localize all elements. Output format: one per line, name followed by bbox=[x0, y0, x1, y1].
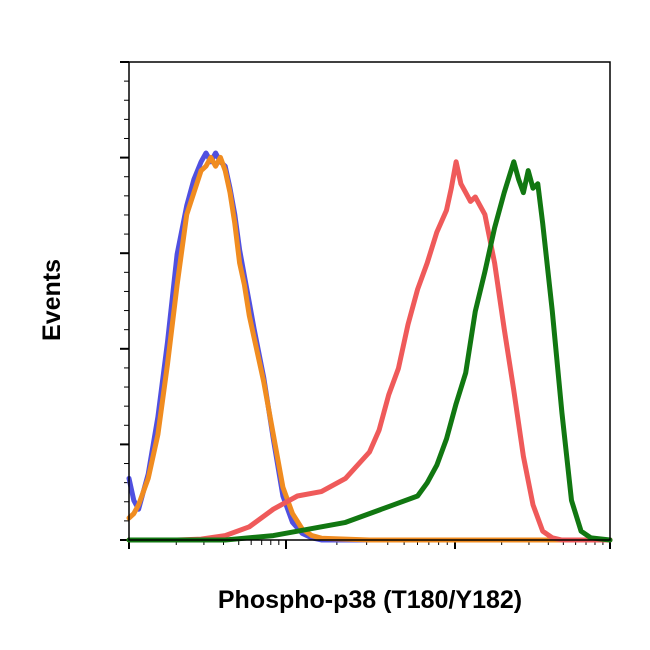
histogram-curve-3 bbox=[126, 159, 613, 543]
y-axis-label: Events bbox=[38, 259, 66, 341]
plot-frame bbox=[128, 61, 611, 541]
axis-ticks bbox=[120, 61, 611, 549]
histogram-curve-4 bbox=[126, 159, 613, 543]
histogram-series bbox=[126, 150, 613, 543]
histogram-curve-1 bbox=[126, 150, 613, 543]
x-axis-label: Phospho-p38 (T180/Y182) bbox=[218, 586, 522, 614]
histogram-curve-2 bbox=[126, 154, 613, 543]
